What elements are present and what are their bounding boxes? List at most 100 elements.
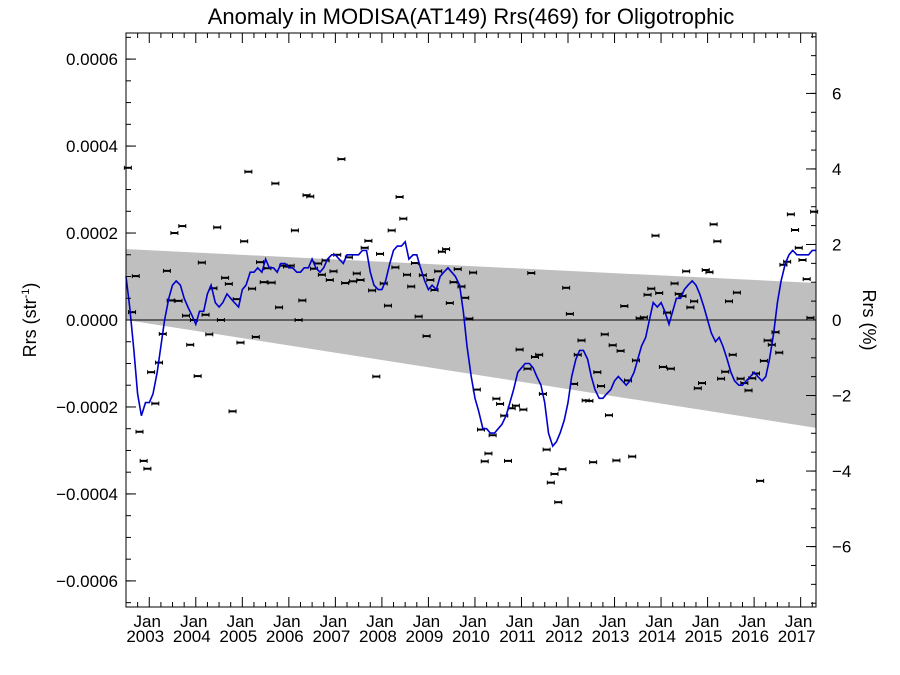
data-point (562, 285, 571, 290)
x-tick-year: 2009 (406, 627, 444, 646)
x-tick-month: Jan (227, 612, 254, 631)
data-point (693, 386, 702, 391)
data-point (395, 194, 404, 199)
axis-layer: Jan2003Jan2004Jan2005Jan2006Jan2007Jan20… (56, 33, 851, 646)
plot-layer (123, 157, 819, 505)
data-point (290, 228, 299, 233)
data-point (589, 460, 598, 465)
y-left-tick-label: 0.0000 (66, 311, 118, 330)
x-tick-year: 2010 (452, 627, 490, 646)
data-point (806, 315, 815, 320)
y-right-tick-label: 0 (832, 311, 841, 330)
data-point (554, 500, 563, 505)
data-point (244, 169, 253, 174)
y-axis-label-left-sup: -1 (20, 289, 32, 299)
data-point (604, 413, 613, 418)
data-point (294, 318, 303, 322)
data-point (678, 294, 687, 299)
data-point (705, 270, 714, 275)
y-right-tick-label: −4 (832, 462, 851, 481)
data-point (713, 239, 722, 244)
data-point (383, 303, 392, 308)
data-point (511, 403, 520, 408)
data-point (197, 260, 206, 265)
data-point (542, 447, 551, 452)
data-point (135, 429, 144, 434)
y-left-tick-label: −0.0006 (56, 572, 118, 591)
data-point (643, 292, 652, 297)
data-point (527, 271, 536, 276)
data-point (732, 290, 741, 295)
data-point (360, 245, 369, 250)
data-point (550, 471, 559, 476)
x-tick-year: 2012 (545, 627, 583, 646)
data-point (131, 274, 140, 279)
data-point (321, 258, 330, 263)
x-tick-year: 2015 (685, 627, 723, 646)
x-tick-year: 2016 (731, 627, 769, 646)
data-point (224, 281, 233, 286)
data-point (786, 212, 795, 217)
y-right-tick-label: 4 (832, 160, 841, 179)
data-point (259, 280, 268, 285)
data-point (372, 374, 381, 379)
data-point (437, 249, 446, 254)
data-point (612, 458, 621, 463)
x-tick-month: Jan (552, 612, 579, 631)
data-point (480, 459, 489, 464)
data-point (213, 225, 222, 230)
data-point (616, 348, 625, 353)
y-axis-label-left: Rrs (str-1) (20, 283, 40, 358)
data-point (577, 338, 586, 343)
y-left-tick-label: −0.0004 (56, 485, 118, 504)
data-point (794, 245, 803, 250)
data-point (267, 280, 276, 285)
x-tick-year: 2003 (126, 627, 164, 646)
data-point (798, 257, 807, 262)
data-point (666, 366, 675, 371)
data-point (492, 396, 501, 401)
data-point (791, 227, 800, 232)
data-point (736, 376, 745, 381)
data-point (364, 238, 373, 243)
data-point (721, 369, 730, 374)
data-point (519, 407, 528, 412)
x-tick-month: Jan (599, 612, 626, 631)
x-tick-month: Jan (785, 612, 812, 631)
data-point (647, 286, 656, 291)
data-point (317, 272, 326, 277)
y-axis-label-right: Rrs (%) (859, 290, 879, 351)
data-point (585, 398, 594, 403)
data-point (442, 247, 451, 252)
data-point (139, 458, 148, 463)
x-tick-year: 2014 (638, 627, 676, 646)
data-point (565, 311, 574, 316)
data-point (690, 299, 699, 304)
y-left-tick-label: 0.0004 (66, 137, 118, 156)
data-point (724, 299, 733, 304)
x-tick-month: Jan (134, 612, 161, 631)
x-tick-year: 2005 (219, 627, 257, 646)
data-point (174, 298, 183, 303)
data-point (387, 228, 396, 233)
data-point (329, 269, 338, 274)
data-point (251, 334, 260, 339)
data-point (546, 480, 555, 485)
data-point (306, 194, 315, 199)
data-point (221, 275, 230, 280)
data-point (535, 352, 544, 357)
data-point (465, 316, 474, 321)
data-point (201, 312, 210, 317)
x-tick-year: 2011 (499, 627, 536, 646)
data-point (255, 260, 264, 265)
smoothed-series-line (125, 239, 816, 448)
data-point (698, 381, 707, 386)
data-point (728, 352, 737, 357)
data-point (341, 281, 350, 286)
data-point (593, 370, 602, 375)
data-point (631, 358, 640, 363)
x-tick-month: Jan (366, 612, 393, 631)
y-left-tick-label: −0.0002 (56, 398, 118, 417)
data-point (783, 259, 792, 264)
data-point (810, 209, 819, 214)
